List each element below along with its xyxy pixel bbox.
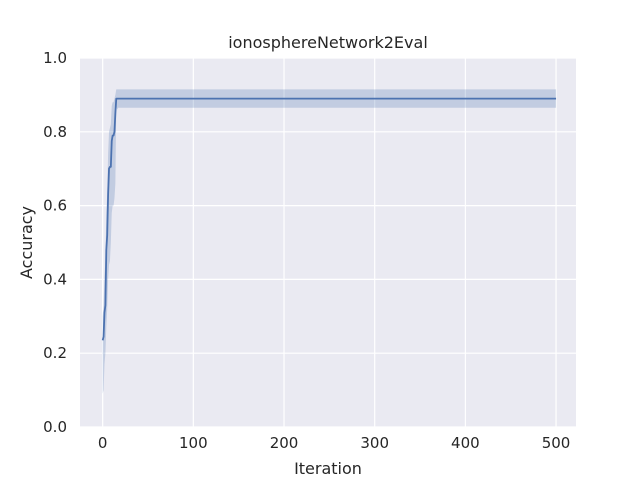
y-tick-label: 0.2 [43,344,67,362]
x-tick-label: 100 [179,434,208,452]
x-axis-label: Iteration [294,459,362,478]
y-tick-label: 0.0 [43,418,67,436]
x-tick-label: 300 [360,434,389,452]
y-tick-label: 0.8 [43,123,67,141]
accuracy-series-line [101,97,557,341]
x-tick-label: 400 [451,434,480,452]
y-tick-label: 1.0 [43,49,67,67]
grid [80,57,576,428]
plot-area [80,58,576,427]
series-line-layer [101,97,557,341]
x-tick-label: 200 [270,434,299,452]
x-axis-ticks: 0 100 200 300 400 500 [98,434,570,452]
y-axis-ticks: 0.0 0.2 0.4 0.6 0.8 1.0 [43,49,67,436]
y-axis-label: Accuracy [17,206,36,279]
chart-title: ionosphereNetwork2Eval [228,33,428,52]
y-tick-label: 0.6 [43,197,67,215]
y-tick-label: 0.4 [43,270,67,288]
x-tick-label: 500 [542,434,571,452]
x-tick-label: 0 [98,434,108,452]
